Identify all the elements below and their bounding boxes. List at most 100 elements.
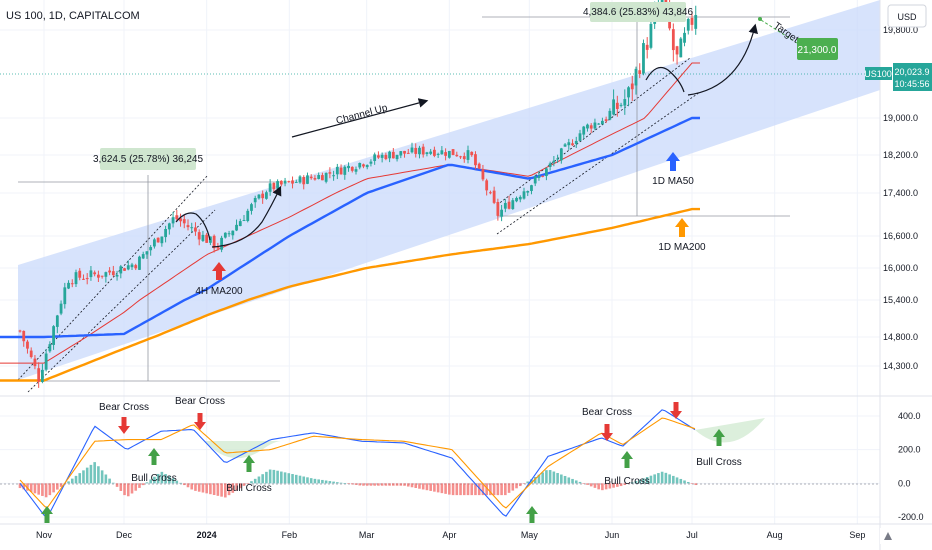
candle-body bbox=[223, 232, 227, 238]
candle-body bbox=[455, 154, 459, 157]
histogram-bar bbox=[642, 478, 645, 484]
candle-body bbox=[313, 178, 317, 180]
candle-body bbox=[70, 283, 74, 285]
histogram-bar bbox=[37, 483, 40, 495]
histogram-bar bbox=[56, 483, 59, 490]
candle-body bbox=[690, 17, 694, 25]
candle-body bbox=[164, 228, 167, 238]
bear-cross-arrow-icon bbox=[118, 417, 130, 434]
candle-body bbox=[44, 353, 48, 370]
histogram-bar bbox=[104, 474, 108, 484]
histogram-bar bbox=[231, 483, 235, 493]
histogram-bar bbox=[444, 483, 447, 494]
histogram-bar bbox=[59, 483, 63, 487]
candle-body bbox=[418, 147, 421, 155]
histogram-bar bbox=[268, 469, 272, 484]
histogram-bar bbox=[511, 483, 515, 491]
histogram-bar bbox=[156, 473, 160, 484]
chart-settings-icon[interactable] bbox=[884, 532, 892, 540]
candle-body bbox=[328, 172, 332, 174]
candle-body bbox=[608, 110, 612, 120]
histogram-bar bbox=[470, 483, 474, 496]
histogram-bar bbox=[675, 477, 679, 484]
histogram-bar bbox=[638, 479, 642, 484]
bear-cross-arrow-icon bbox=[194, 413, 206, 430]
4h-ma200-arrow-icon bbox=[212, 262, 226, 280]
bear-cross-arrow-icon bbox=[601, 424, 613, 441]
histogram-bar bbox=[287, 473, 291, 484]
candle-body bbox=[134, 265, 138, 269]
candle-body bbox=[52, 326, 55, 345]
candle-body bbox=[171, 217, 175, 224]
candle-body bbox=[571, 143, 574, 146]
candle-body bbox=[507, 201, 511, 209]
histogram-bar bbox=[567, 477, 571, 484]
candle-body bbox=[123, 268, 126, 271]
histogram-bar bbox=[392, 483, 395, 486]
histogram-bar bbox=[384, 483, 388, 486]
histogram-bar bbox=[112, 482, 115, 484]
target-line bbox=[760, 19, 798, 44]
candle-body bbox=[160, 236, 164, 244]
candle-body bbox=[377, 155, 380, 158]
target-value-box bbox=[797, 38, 838, 60]
price-tick-label: 17,400.0 bbox=[883, 188, 918, 198]
histogram-bar bbox=[518, 483, 522, 487]
histogram-bar bbox=[489, 483, 492, 496]
histogram-bar bbox=[541, 472, 544, 484]
histogram-bar bbox=[500, 483, 503, 496]
histogram-bar bbox=[403, 483, 406, 486]
candle-body bbox=[683, 32, 686, 43]
histogram-bar bbox=[601, 483, 604, 491]
candle-body bbox=[89, 270, 93, 278]
histogram-bar bbox=[586, 483, 589, 485]
price-axis[interactable]: 14,300.0 14,800.0 15,400.0 16,000.0 16,600.0… bbox=[883, 25, 918, 371]
histogram-bar bbox=[126, 483, 130, 497]
candle-body bbox=[615, 102, 619, 109]
ma-line-4h-ma200 bbox=[0, 62, 700, 364]
histogram-bar bbox=[29, 483, 33, 493]
histogram-bar bbox=[369, 483, 373, 486]
histogram-bar bbox=[522, 483, 526, 484]
target-value-label: 21,300.0 bbox=[798, 45, 837, 56]
candle-body bbox=[18, 330, 22, 332]
candle-body bbox=[82, 278, 85, 280]
histogram-bar bbox=[694, 483, 698, 486]
histogram-bar bbox=[100, 470, 104, 484]
bear-cross-arrow-icon bbox=[670, 402, 682, 419]
histogram-bar bbox=[227, 483, 231, 496]
histogram-bar bbox=[22, 483, 26, 490]
candle-body bbox=[268, 183, 272, 192]
histogram-bar bbox=[313, 478, 317, 484]
candle-body bbox=[22, 330, 26, 342]
measure-left-label: 3,624.5 (25.78%) 36,245 bbox=[93, 154, 204, 165]
currency-button[interactable] bbox=[887, 4, 927, 28]
histogram-bar bbox=[410, 483, 414, 488]
histogram-bar bbox=[645, 477, 649, 484]
time-axis[interactable]: Nov Dec 2024 Feb Mar Apr May Jun Jul Aug Sep bbox=[36, 530, 865, 540]
macd-axis[interactable]: 400.0 200.0 0.0 -200.0 bbox=[898, 411, 924, 522]
macd-tick-label: 200.0 bbox=[898, 445, 921, 455]
histogram-bar bbox=[238, 483, 242, 489]
histogram-bar bbox=[504, 483, 507, 496]
histogram-bar bbox=[153, 476, 156, 484]
candle-body bbox=[630, 83, 634, 90]
histogram-bar bbox=[134, 483, 138, 491]
candle-body bbox=[216, 246, 220, 249]
price-tick-label: 16,000.0 bbox=[883, 263, 918, 273]
histogram-bar bbox=[171, 478, 175, 484]
candle-body bbox=[302, 176, 306, 185]
candle-body bbox=[578, 133, 582, 141]
histogram-bar bbox=[548, 470, 552, 484]
histogram-bar bbox=[298, 475, 302, 484]
candle-body bbox=[395, 154, 399, 160]
histogram-bar bbox=[425, 483, 429, 491]
bull-cross-label: Bull Cross bbox=[131, 473, 177, 484]
candle-body bbox=[545, 168, 548, 177]
histogram-bar bbox=[141, 483, 145, 486]
candle-body bbox=[59, 303, 63, 314]
histogram-bar bbox=[164, 474, 167, 484]
candle-body bbox=[388, 151, 391, 159]
time-tick-label: Dec bbox=[116, 530, 133, 540]
